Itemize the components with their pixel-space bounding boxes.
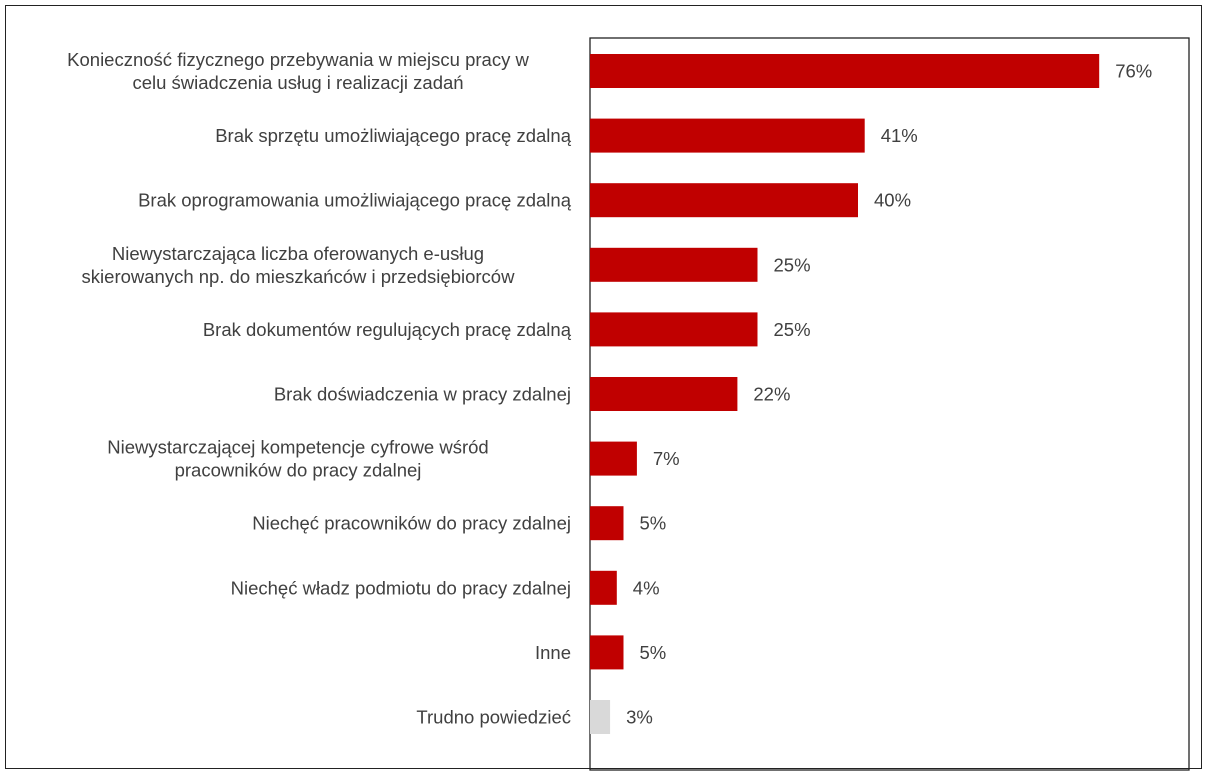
category-label-4-line-0: Brak dokumentów regulujących pracę zdaln… (203, 319, 572, 340)
bar-1 (590, 118, 865, 153)
category-label-3-line-0: Niewystarczająca liczba oferowanych e-us… (112, 243, 484, 264)
category-labels: Konieczność fizycznego przebywania w mie… (67, 49, 572, 728)
category-label-7-line-0: Niechęć pracowników do pracy zdalnej (252, 513, 571, 534)
category-label-5-line-0: Brak doświadczenia w pracy zdalnej (274, 384, 571, 405)
value-label-1: 41% (881, 125, 918, 146)
category-label-6-line-1: pracowników do pracy zdalnej (175, 460, 422, 481)
value-label-2: 40% (874, 190, 911, 211)
bar-2 (590, 183, 858, 218)
bar-8 (590, 570, 617, 605)
category-label-1-line-0: Brak sprzętu umożliwiającego pracę zdaln… (215, 125, 572, 146)
bar-6 (590, 441, 637, 476)
value-label-10: 3% (626, 707, 653, 728)
category-label-2-line-0: Brak oprogramowania umożliwiającego prac… (138, 190, 572, 211)
value-label-7: 5% (640, 513, 667, 534)
bar-10 (590, 700, 611, 734)
value-label-5: 22% (753, 384, 790, 405)
value-label-3: 25% (774, 254, 811, 275)
value-label-6: 7% (653, 448, 680, 469)
value-label-8: 4% (633, 577, 660, 598)
bar-0 (590, 54, 1100, 88)
bar-7 (590, 506, 624, 541)
category-label-6-line-0: Niewystarczającej kompetencje cyfrowe wś… (107, 437, 488, 458)
bar-3 (590, 247, 758, 282)
value-label-0: 76% (1115, 61, 1152, 82)
value-label-9: 5% (640, 642, 667, 663)
value-labels: 76% 41% 40% 25% 25% 22% 7% 5% 4% 5% 3% (626, 61, 1152, 728)
category-label-0-line-0: Konieczność fizycznego przebywania w mie… (67, 49, 529, 70)
bars (590, 54, 1100, 734)
category-label-8-line-0: Niechęć władz podmiotu do pracy zdalnej (231, 577, 571, 598)
value-label-4: 25% (774, 319, 811, 340)
bar-5 (590, 377, 738, 411)
category-label-0-line-1: celu świadczenia usług i realizacji zada… (132, 72, 463, 93)
bar-4 (590, 312, 758, 347)
category-label-10-line-0: Trudno powiedzieć (416, 707, 571, 728)
category-label-3-line-1: skierowanych np. do mieszkańców i przeds… (82, 266, 516, 287)
category-label-9-line-0: Inne (535, 642, 571, 663)
bar-9 (590, 635, 624, 670)
